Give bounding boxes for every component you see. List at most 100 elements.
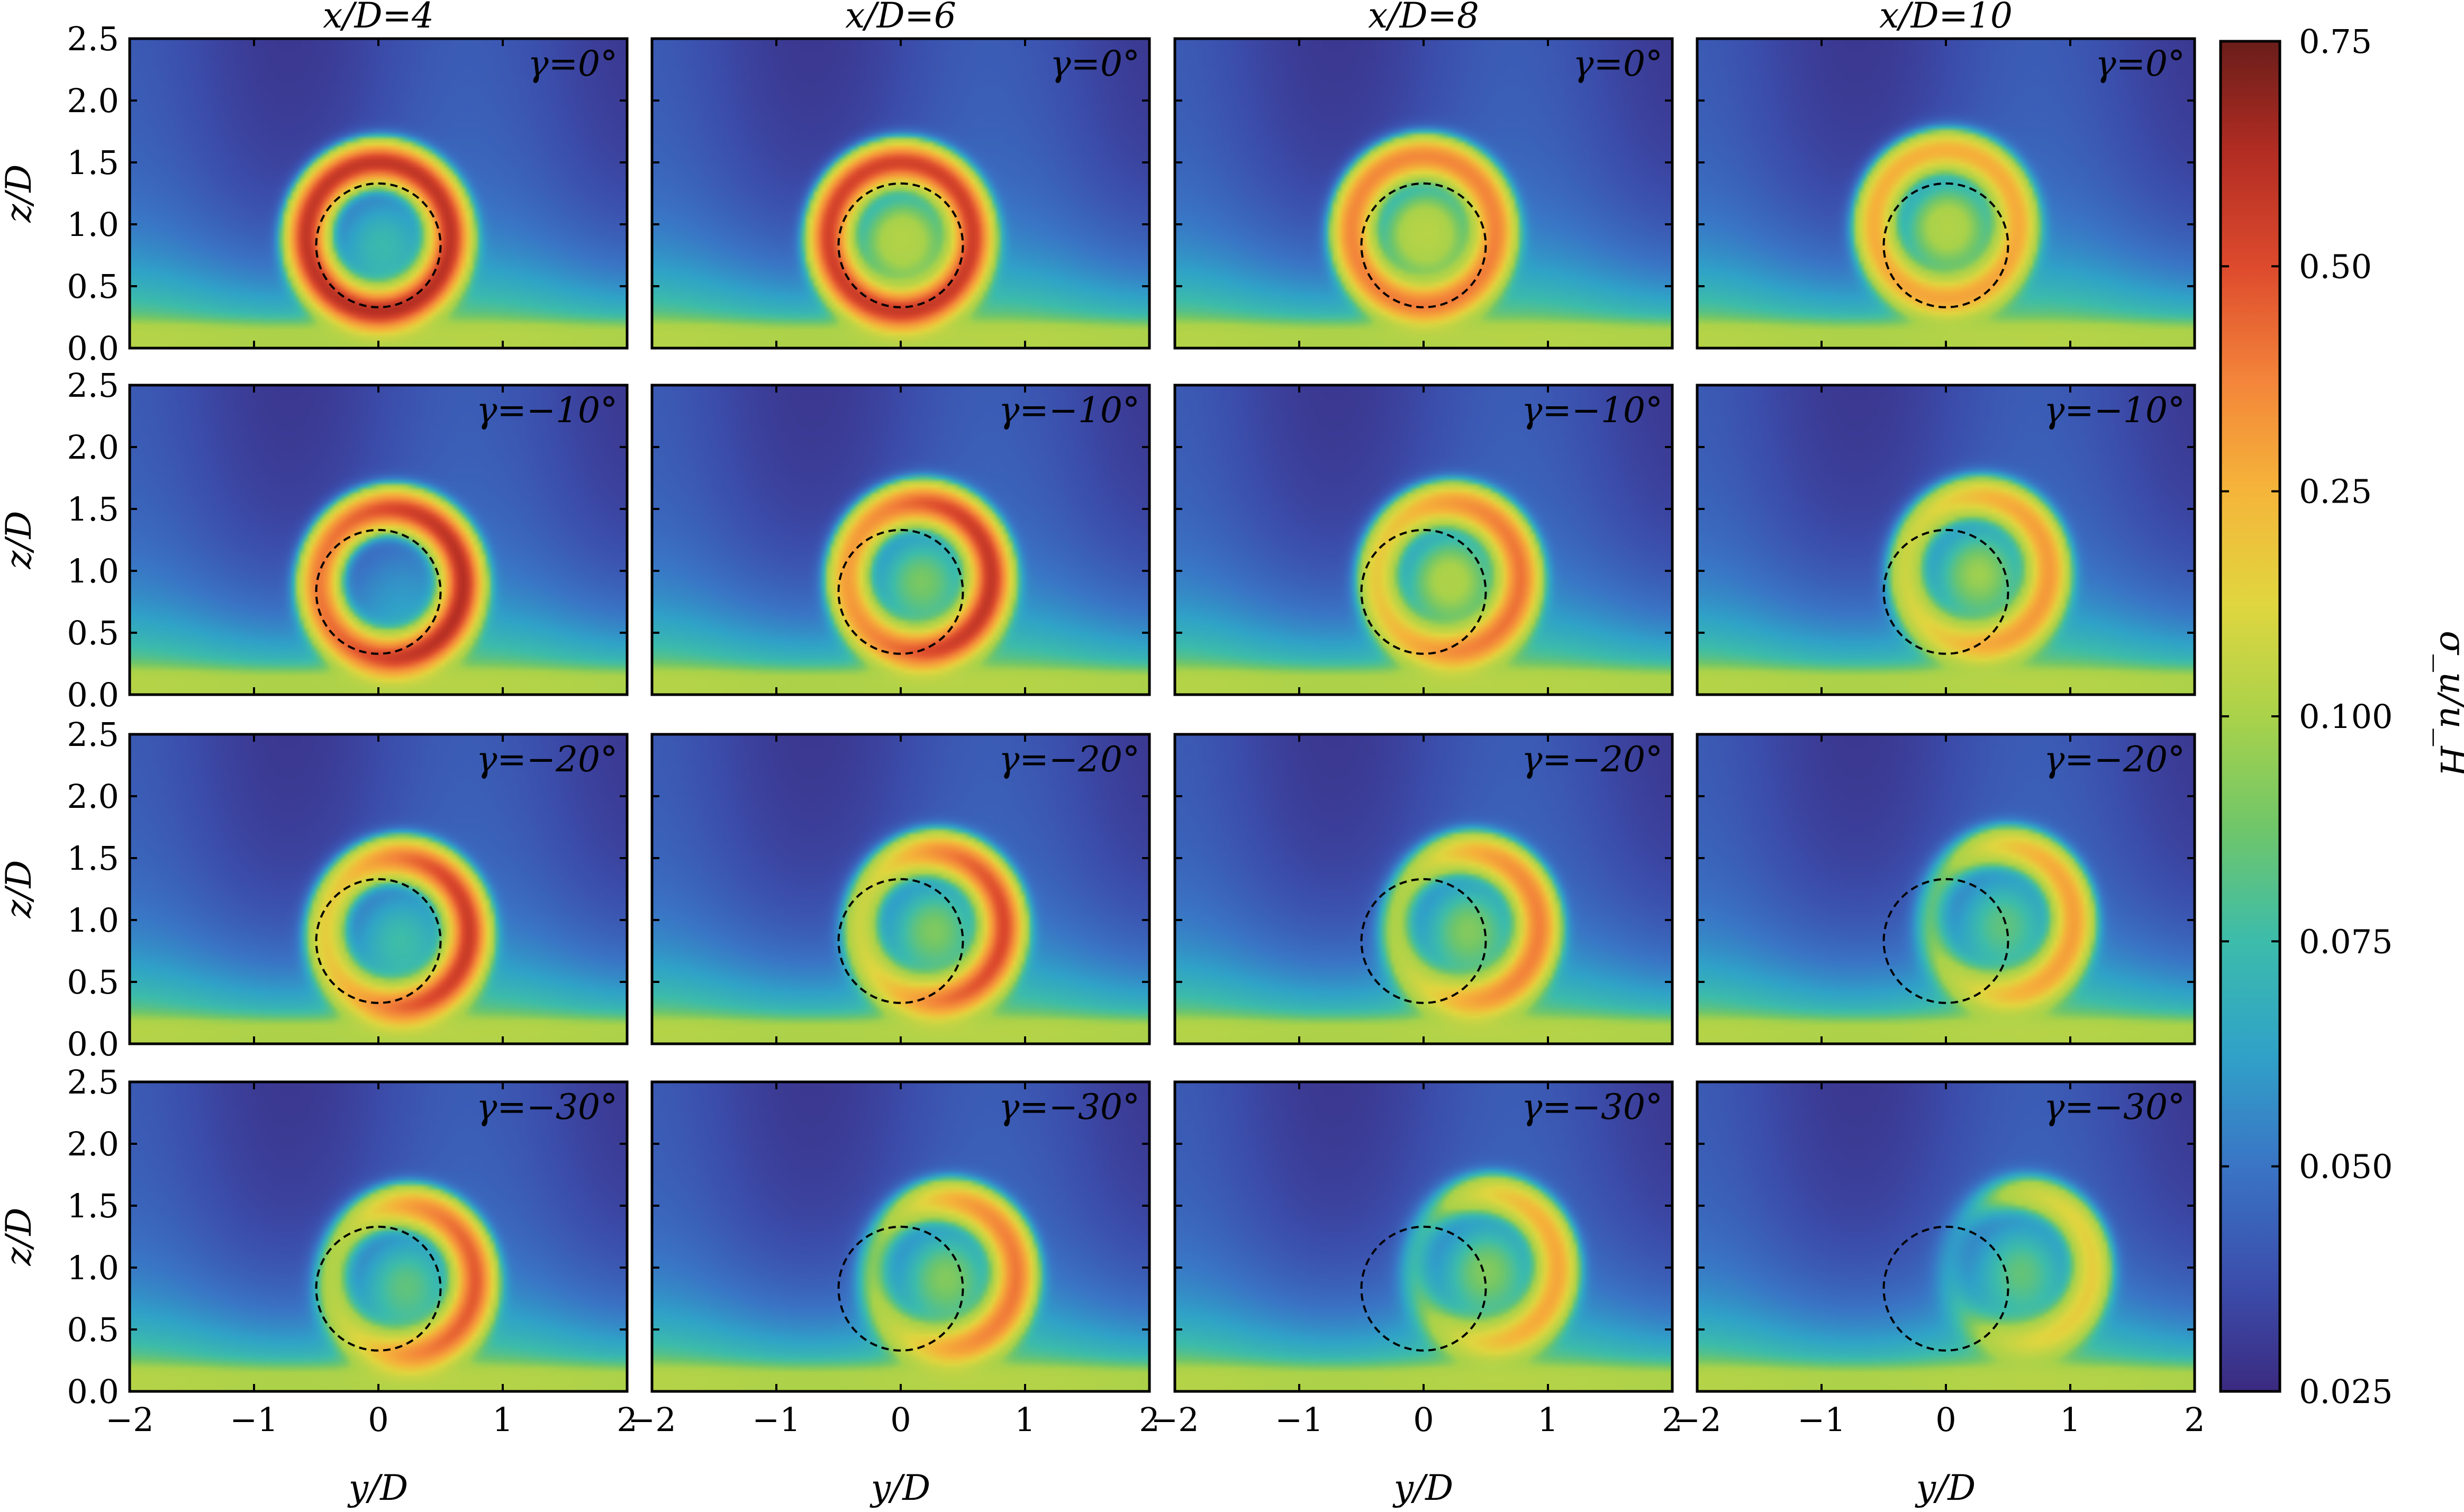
column-title: x/D=6 xyxy=(845,0,956,36)
x-tick-label: −2 xyxy=(105,1400,153,1439)
y-tick-label: 0.0 xyxy=(67,676,119,714)
x-tick-label: 2 xyxy=(1139,1400,1159,1439)
colorbar-tick-label: 0.25 xyxy=(2299,472,2372,511)
heatmap-image xyxy=(130,385,627,695)
x-tick-label: −1 xyxy=(230,1400,278,1439)
rotor-outline xyxy=(315,1225,442,1352)
heatmap-image xyxy=(1697,1082,2195,1391)
rotor-outline xyxy=(1882,529,2009,655)
rotor-outline xyxy=(315,878,442,1004)
heatmap-image xyxy=(1697,39,2195,348)
labels-layer: x/D=4 x/D=6 x/D=8 x/D=10 z/D z/D z/D z/D y/D y/D y… xyxy=(0,0,2013,1508)
y-tick-label: 2.0 xyxy=(67,777,119,816)
rotor-outline xyxy=(1360,1225,1487,1352)
y-axis-label: z/D xyxy=(0,860,39,919)
y-tick-label: 1.5 xyxy=(67,490,119,529)
x-tick-label: 1 xyxy=(1537,1400,1558,1439)
x-tick-label: 2 xyxy=(617,1400,637,1439)
yaw-label: γ=−10° xyxy=(2044,390,2185,431)
yaw-label: γ=−30° xyxy=(1521,1087,1663,1127)
x-tick-label: −1 xyxy=(1275,1400,1323,1439)
heatmap-image xyxy=(652,39,1149,348)
x-tick-label: 0 xyxy=(1413,1400,1434,1439)
column-title: x/D=10 xyxy=(1879,0,2013,36)
rotor-outline xyxy=(837,529,964,655)
yaw-label: γ=−20° xyxy=(999,739,1140,780)
y-tick-label: 2.0 xyxy=(67,81,119,120)
panel-r2-c0: γ=−20° 0.0 0.5 1.0 1.5 2.0 2.5 xyxy=(67,715,629,1063)
y-axis-label: z/D xyxy=(0,1208,39,1267)
panel-r0-c0: γ=0° 0.0 0.5 1.0 1.5 2.0 2.5 xyxy=(67,20,629,368)
heatmap-image xyxy=(130,734,627,1044)
heatmap-image xyxy=(1697,385,2195,695)
y-tick-label: 0.5 xyxy=(67,963,119,1001)
y-tick-label: 0.0 xyxy=(67,329,119,368)
x-axis-label: y/D xyxy=(869,1468,930,1508)
rotor-outline xyxy=(837,182,964,308)
y-axis-label: z/D xyxy=(0,165,39,223)
heatmap-image xyxy=(652,734,1149,1044)
y-tick-label: 0.5 xyxy=(67,267,119,306)
rotor-outline xyxy=(315,182,442,308)
panel-r2-c1: γ=−20° xyxy=(650,733,1151,1045)
x-tick-label: −2 xyxy=(1151,1400,1199,1439)
y-tick-label: 1.5 xyxy=(67,1187,119,1225)
yaw-label: γ=−30° xyxy=(476,1087,618,1127)
rotor-outline xyxy=(837,1225,964,1352)
panel-r0-c3: γ=0° xyxy=(1696,37,2196,350)
y-tick-label: 1.5 xyxy=(67,839,119,878)
yaw-label: γ=−10° xyxy=(1521,390,1663,431)
y-tick-label: 0.5 xyxy=(67,1310,119,1349)
panel-r3-c0: γ=−30° 0.0 0.5 1.0 1.5 2.0 2.5 −2 −1 0 1 2 xyxy=(67,1063,637,1439)
x-tick-label: 0 xyxy=(890,1400,911,1439)
panel-r0-c1: γ=0° xyxy=(650,37,1151,350)
y-tick-label: 0.5 xyxy=(67,614,119,652)
yaw-label: γ=−10° xyxy=(999,390,1140,431)
yaw-label: γ=−10° xyxy=(476,390,618,431)
y-tick-label: 0.0 xyxy=(67,1025,119,1063)
rotor-outline xyxy=(1882,182,2009,308)
x-axis-label: y/D xyxy=(1915,1468,1976,1508)
x-axis-label: y/D xyxy=(347,1468,408,1508)
panel-r1-c1: γ=−10° xyxy=(650,384,1151,696)
yaw-label: γ=−20° xyxy=(2044,739,2185,780)
y-tick-label: 2.5 xyxy=(67,366,119,405)
yaw-label: γ=0° xyxy=(528,43,618,84)
x-tick-label: 2 xyxy=(2184,1400,2205,1439)
y-tick-label: 1.5 xyxy=(67,143,119,182)
y-tick-label: 1.0 xyxy=(67,205,119,244)
rotor-outline xyxy=(1360,529,1487,655)
yaw-label: γ=−20° xyxy=(476,739,618,780)
yaw-label: γ=−30° xyxy=(999,1087,1140,1127)
x-axis-label: y/D xyxy=(1392,1468,1453,1508)
x-tick-label: 1 xyxy=(2060,1400,2080,1439)
panel-r1-c0: γ=−10° 0.0 0.5 1.0 1.5 2.0 2.5 xyxy=(67,366,629,714)
colorbar-tick-label: 0.025 xyxy=(2299,1372,2393,1411)
panels-layer: γ=0° 0.0 0.5 1.0 1.5 2.0 2.5 γ=0° γ=0° γ=0° γ=−10°… xyxy=(67,20,2205,1439)
colorbar-tick-label: 0.50 xyxy=(2299,247,2372,286)
y-tick-label: 1.0 xyxy=(67,1249,119,1287)
rotor-outline xyxy=(1882,1225,2009,1352)
column-title: x/D=8 xyxy=(1368,0,1479,36)
x-tick-label: 0 xyxy=(1935,1400,1956,1439)
x-tick-label: −1 xyxy=(752,1400,800,1439)
yaw-label: γ=0° xyxy=(1573,43,1663,84)
colorbar-tick-label: 0.050 xyxy=(2299,1147,2393,1186)
column-title: x/D=4 xyxy=(323,0,434,36)
panel-r1-c2: γ=−10° xyxy=(1173,384,1674,696)
x-tick-label: 2 xyxy=(1662,1400,1682,1439)
rotor-outline xyxy=(315,529,442,655)
x-tick-label: 0 xyxy=(368,1400,388,1439)
heatmap-image xyxy=(130,1082,627,1391)
panel-r3-c2: γ=−30° −2 −1 0 1 2 xyxy=(1151,1080,1683,1439)
y-tick-label: 2.5 xyxy=(67,20,119,58)
rotor-outline xyxy=(1882,878,2009,1004)
rotor-outline xyxy=(1360,878,1487,1004)
y-tick-label: 1.0 xyxy=(67,901,119,940)
heatmap-image xyxy=(652,1082,1149,1391)
panel-r2-c3: γ=−20° xyxy=(1696,733,2196,1045)
y-tick-label: 0.0 xyxy=(67,1372,119,1411)
rotor-outline xyxy=(1360,182,1487,308)
panel-r3-c1: γ=−30° −2 −1 0 1 2 xyxy=(628,1080,1160,1439)
x-tick-label: 1 xyxy=(1014,1400,1035,1439)
